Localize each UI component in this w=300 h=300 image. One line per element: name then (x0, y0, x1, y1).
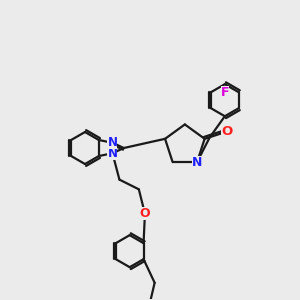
Text: N: N (192, 156, 202, 169)
Text: O: O (140, 207, 150, 220)
Text: N: N (107, 136, 118, 149)
Text: O: O (221, 125, 233, 138)
Text: N: N (107, 147, 118, 160)
Text: F: F (220, 85, 229, 99)
